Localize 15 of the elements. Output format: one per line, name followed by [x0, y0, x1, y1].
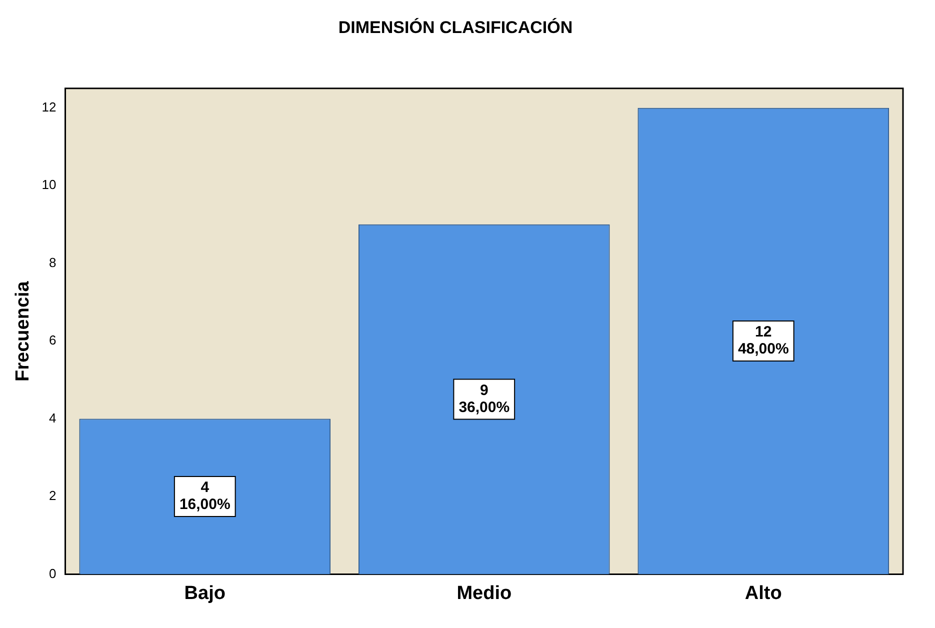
chart-title: DIMENSIÓN CLASIFICACIÓN [338, 16, 573, 37]
data-label: 12 48,00% [738, 324, 789, 358]
x-tick-label: Alto [744, 582, 782, 604]
y-tick-label: 2 [49, 488, 56, 504]
y-axis-title: Frecuencia [12, 280, 34, 382]
x-tick-label: Medio [456, 582, 512, 604]
x-tick-label: Bajo [184, 582, 226, 604]
y-tick-label: 10 [42, 177, 56, 192]
data-label: 9 36,00% [458, 382, 510, 416]
data-label: 4 16,00% [179, 479, 230, 514]
y-tick-label: 8 [49, 254, 56, 270]
y-tick-label: 4 [49, 410, 56, 426]
y-tick-label: 12 [42, 99, 56, 114]
y-tick-label: 0 [49, 566, 56, 581]
y-tick-label: 6 [49, 332, 56, 348]
